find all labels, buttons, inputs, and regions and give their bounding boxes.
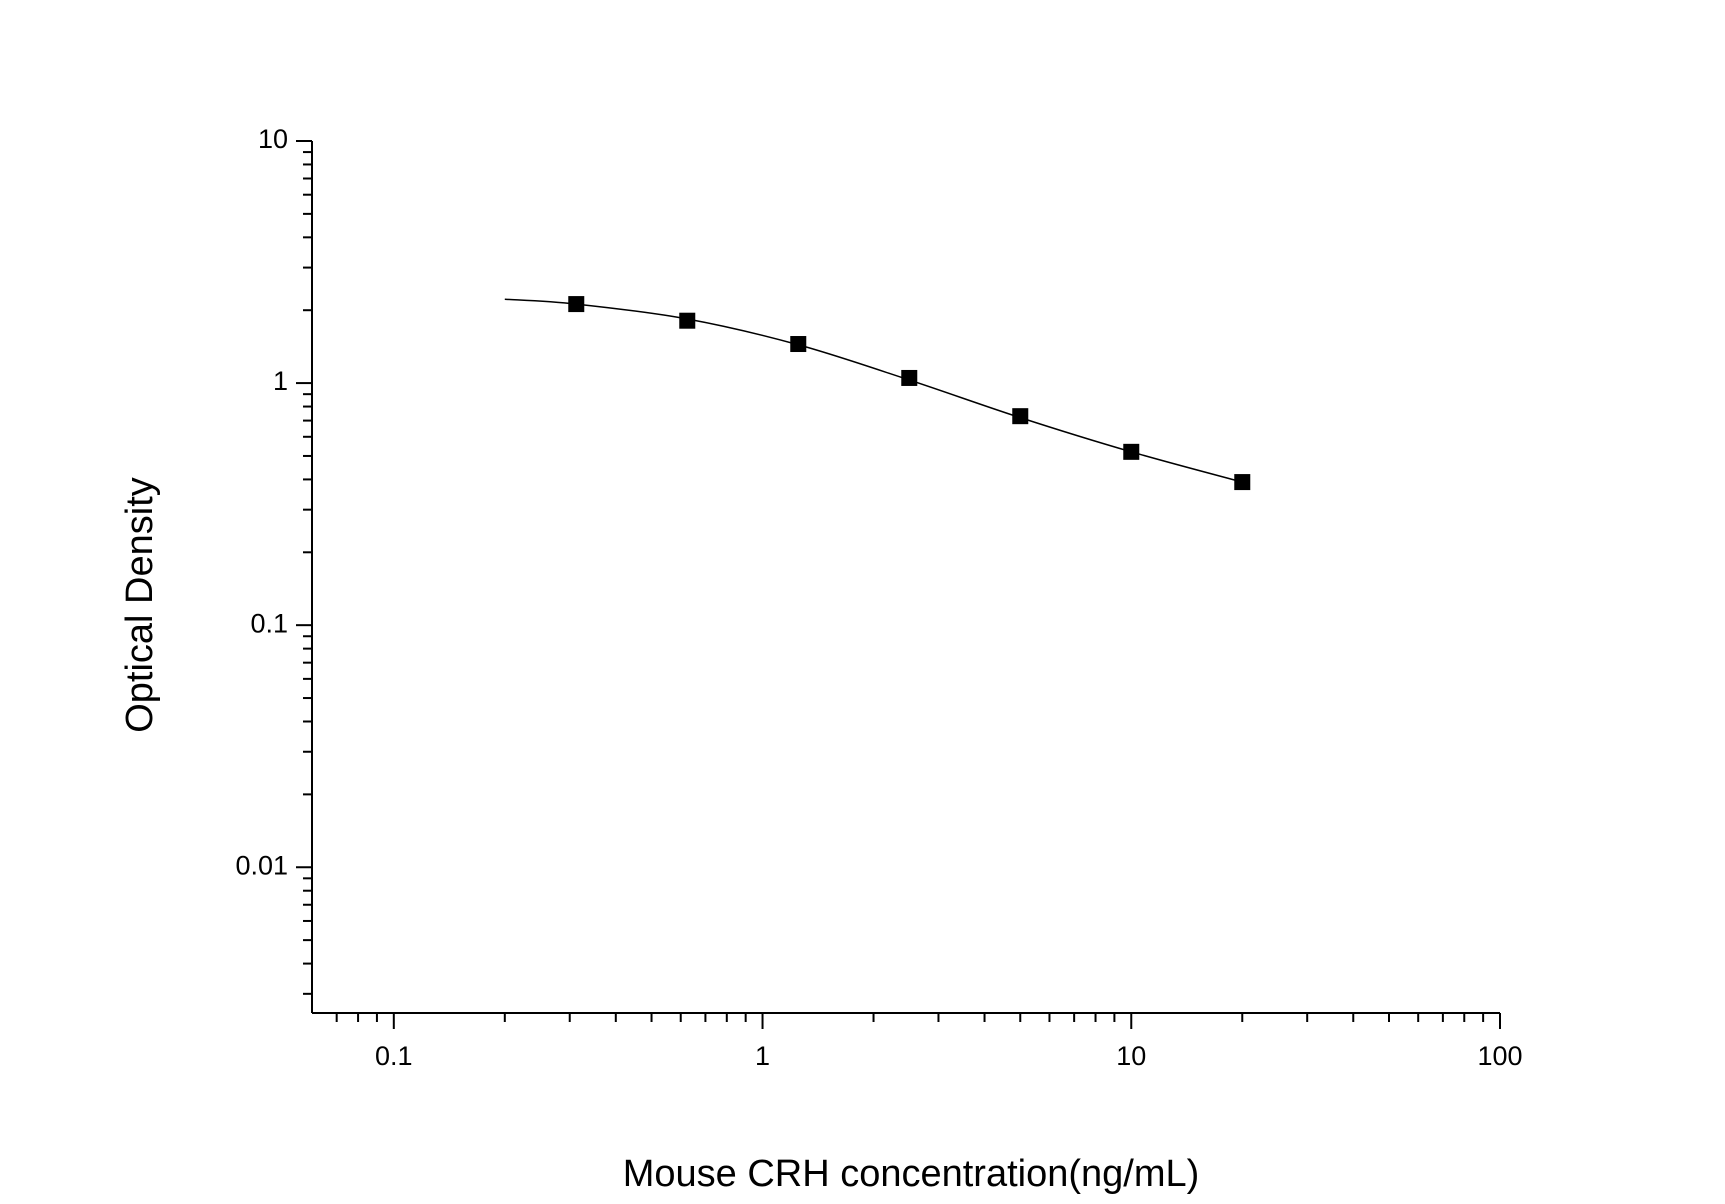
y-axis-title: Optical Density	[119, 477, 161, 733]
y-tick-label: 0.1	[250, 608, 288, 638]
y-tick-label: 1	[273, 366, 288, 396]
y-tick-label: 0.01	[235, 850, 288, 880]
y-tick-label: 10	[258, 124, 288, 154]
x-axis-title: Mouse CRH concentration(ng/mL)	[623, 1153, 1200, 1195]
x-tick-label: 0.1	[375, 1041, 413, 1071]
fit-curve	[504, 298, 1243, 483]
x-tick-label: 10	[1116, 1041, 1146, 1071]
x-tick-label: 1	[755, 1041, 770, 1071]
data-point	[679, 312, 696, 329]
data-point	[1012, 408, 1029, 425]
x-tick-label: 100	[1477, 1041, 1522, 1071]
